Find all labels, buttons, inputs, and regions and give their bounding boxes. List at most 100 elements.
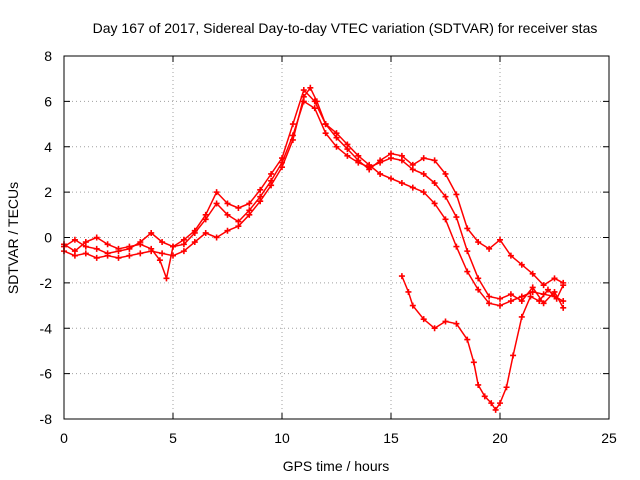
data-point [560,282,567,289]
chart-title: Day 167 of 2017, Sidereal Day-to-day VTE… [93,20,598,36]
x-tick-label: 20 [492,430,508,446]
data-point [551,288,558,295]
data-point [213,234,220,241]
data-point [409,184,416,191]
data-point [126,252,133,259]
data-point [148,245,155,252]
data-point [503,384,510,391]
series-layer [61,84,567,413]
data-point [431,200,438,207]
data-point [388,150,394,157]
data-point [453,214,460,221]
x-axis-label: GPS time / hours [283,458,390,474]
data-point [224,227,231,234]
data-point [510,352,517,359]
data-point [518,261,525,268]
data-point [518,298,525,305]
data-point [191,227,198,234]
data-point [289,132,296,139]
data-point [93,234,100,241]
data-point [420,189,427,196]
data-point [213,189,220,196]
data-point [497,295,503,302]
data-point [507,252,514,259]
data-point [246,207,253,214]
data-point [398,180,405,187]
data-point [366,166,373,173]
data-point [442,193,449,200]
data-point [497,302,503,309]
y-tick-label: -4 [40,320,53,336]
data-point [115,248,122,255]
data-point [82,250,89,257]
data-point [180,248,187,255]
data-point [497,400,503,407]
data-point [475,286,482,293]
series-track-1 [63,87,564,307]
data-point [268,177,275,184]
data-point [560,304,567,311]
data-point [257,193,264,200]
data-point [307,84,314,91]
data-point [536,298,543,305]
data-point [553,295,560,302]
data-point [431,325,438,332]
data-point [82,243,89,250]
y-tick-label: -2 [40,275,53,291]
data-point [388,175,394,182]
data-point [420,316,427,323]
y-tick-label: -6 [40,366,53,382]
data-point [529,270,536,277]
series-track-3 [63,89,564,286]
data-point [137,239,144,246]
data-point [355,157,362,164]
data-point [163,275,170,282]
data-point [300,98,307,105]
y-tick-label: 0 [44,230,52,246]
data-point [453,243,460,250]
data-point [213,200,220,207]
data-point [322,130,329,137]
data-point [464,268,471,275]
data-point [442,318,449,325]
data-point [527,293,534,300]
data-point [529,284,536,291]
data-point [93,254,100,261]
data-point [322,121,329,128]
data-point [126,245,133,252]
data-point [453,191,460,198]
data-point [507,291,514,298]
data-point [279,155,285,162]
data-point [470,359,477,366]
data-point [486,300,493,307]
data-point [300,87,307,94]
data-point [333,134,340,141]
x-tick-label: 15 [383,430,399,446]
data-point [442,170,449,177]
data-point [202,211,209,218]
data-point [464,336,471,343]
data-point [486,293,493,300]
data-point [104,241,111,248]
data-point [442,216,449,223]
data-point [377,157,384,164]
x-tick-label: 5 [169,430,177,446]
y-tick-label: -8 [40,411,53,427]
data-point [481,393,488,400]
data-point [235,205,242,212]
data-point [191,239,198,246]
data-point [202,229,209,236]
data-point [246,200,253,207]
data-point [507,298,514,305]
data-point [311,105,318,112]
series-track-3-points [61,87,567,289]
data-point [137,250,144,257]
data-point [71,236,78,243]
data-point [115,254,122,261]
data-point [159,250,166,257]
data-point [409,302,416,309]
data-point [540,282,547,289]
data-point [180,236,187,243]
data-point [431,180,438,187]
